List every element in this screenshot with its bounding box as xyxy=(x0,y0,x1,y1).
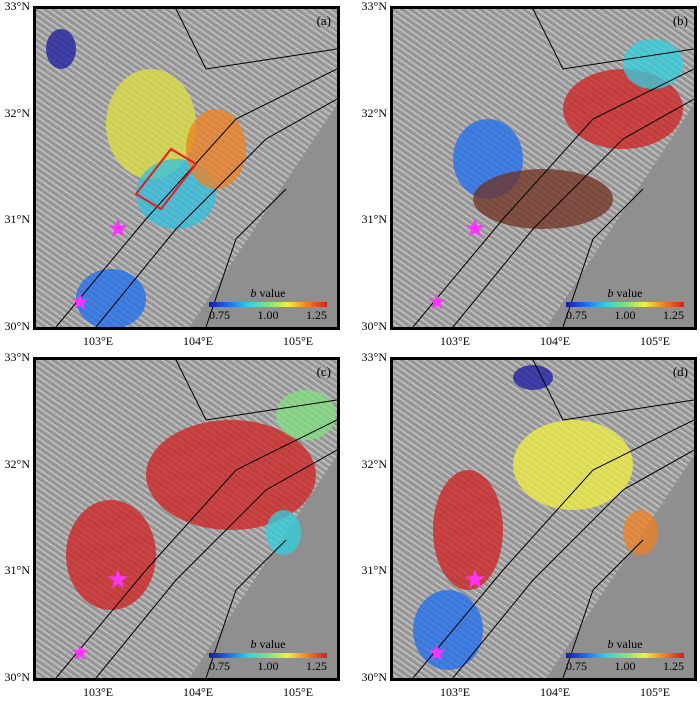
epicenter-star-icon: ★ xyxy=(427,289,447,314)
fault-line xyxy=(95,98,337,327)
lon-label: 105°E xyxy=(640,685,671,699)
b-value-patch xyxy=(513,420,633,510)
lon-label: 104°E xyxy=(183,334,214,348)
lat-label: 32°N xyxy=(4,456,30,471)
b-value-patch xyxy=(186,109,246,189)
lat-label: 33°N xyxy=(4,0,30,13)
fault-line xyxy=(412,419,694,678)
fault-line xyxy=(452,449,694,678)
lon-label: 104°E xyxy=(183,685,214,699)
fault-line xyxy=(95,449,337,678)
lat-label: 31°N xyxy=(4,212,30,226)
colorbar-tick: 1.00 xyxy=(257,308,279,322)
colorbar: b value 0.75 1.00 1.25 xyxy=(566,286,684,322)
b-value-patch xyxy=(413,590,483,670)
lon-label: 103°E xyxy=(83,334,114,348)
fault-line xyxy=(175,9,337,70)
lat-label: 31°N xyxy=(361,212,387,226)
colorbar-tick: 1.25 xyxy=(663,308,684,322)
epicenter-star-icon: ★ xyxy=(106,214,129,243)
lat-label: 31°N xyxy=(4,563,30,577)
colorbar-tick: 1.25 xyxy=(306,659,327,673)
lat-label: 32°N xyxy=(4,105,30,120)
lat-label: 32°N xyxy=(361,456,387,471)
epicenter-star-icon: ★ xyxy=(427,640,447,665)
fault-line xyxy=(412,68,694,327)
fault-line xyxy=(532,9,694,70)
colorbar-tick: 1.25 xyxy=(306,308,327,322)
colorbar-tick: 1.25 xyxy=(663,659,684,673)
epicenter-star-icon: ★ xyxy=(70,640,90,665)
colorbar-tick: 1.00 xyxy=(257,659,279,673)
colorbar: b value 0.75 1.00 1.25 xyxy=(209,286,327,322)
map-panel: ★ ★ (d) b value 0.75 1.00 1.25 xyxy=(390,357,697,681)
epicenter-star-icon: ★ xyxy=(463,214,486,243)
lat-label: 33°N xyxy=(361,0,387,13)
b-value-patch xyxy=(66,500,156,610)
b-value-patch xyxy=(266,510,301,555)
fault-line xyxy=(562,188,644,327)
fault-line xyxy=(452,98,694,327)
b-value-patch xyxy=(513,365,553,390)
map-panel: ★ ★ (b) b value 0.75 1.00 1.25 xyxy=(390,6,697,330)
lat-label: 33°N xyxy=(4,350,30,364)
lon-label: 103°E xyxy=(440,334,471,348)
colorbar: b value 0.75 1.00 1.25 xyxy=(209,637,327,673)
lon-label: 105°E xyxy=(283,334,314,348)
fault-line xyxy=(562,539,644,678)
epicenter-star-icon: ★ xyxy=(70,289,90,314)
fault-line xyxy=(205,188,287,327)
fault-line xyxy=(55,419,337,678)
colorbar-tick: 0.75 xyxy=(209,308,230,322)
fault-line xyxy=(175,360,337,421)
lon-label: 103°E xyxy=(83,685,114,699)
colorbar: b value 0.75 1.00 1.25 xyxy=(566,637,684,673)
colorbar-tick: 0.75 xyxy=(566,659,587,673)
b-value-patch xyxy=(276,390,336,440)
colorbar-tick: 1.00 xyxy=(614,308,636,322)
fault-line xyxy=(532,360,694,421)
lon-label: 103°E xyxy=(440,685,471,699)
lat-label: 30°N xyxy=(361,318,387,333)
lon-label: 104°E xyxy=(540,685,571,699)
lon-label: 105°E xyxy=(283,685,314,699)
lon-label: 104°E xyxy=(540,334,571,348)
colorbar-tick: 0.75 xyxy=(566,308,587,322)
panel-label: (a) xyxy=(316,13,331,28)
lat-label: 32°N xyxy=(361,105,387,120)
lat-label: 30°N xyxy=(4,669,30,684)
lat-label: 30°N xyxy=(4,318,30,333)
panel-label: (c) xyxy=(316,364,331,379)
colorbar-tick: 1.00 xyxy=(614,659,636,673)
b-value-patch xyxy=(433,470,503,590)
fault-line xyxy=(205,539,287,678)
b-value-patch xyxy=(473,169,613,229)
b-value-patch xyxy=(623,510,658,555)
colorbar-tick: 0.75 xyxy=(209,659,230,673)
lon-label: 105°E xyxy=(640,334,671,348)
epicenter-star-icon: ★ xyxy=(106,565,129,594)
map-panel: ★ ★ (a) b value 0.75 1.00 1.25 xyxy=(33,6,340,330)
panel-label: (b) xyxy=(672,13,688,28)
panel-label: (d) xyxy=(672,364,688,379)
b-value-patch xyxy=(76,269,146,327)
lat-label: 33°N xyxy=(361,350,387,364)
b-value-patch xyxy=(623,39,683,89)
rupture-rectangle xyxy=(134,147,198,211)
lat-label: 31°N xyxy=(361,563,387,577)
b-value-patch xyxy=(46,29,76,69)
lat-label: 30°N xyxy=(361,669,387,684)
epicenter-star-icon: ★ xyxy=(463,565,486,594)
map-panel: ★ ★ (c) b value 0.75 1.00 1.25 xyxy=(33,357,340,681)
